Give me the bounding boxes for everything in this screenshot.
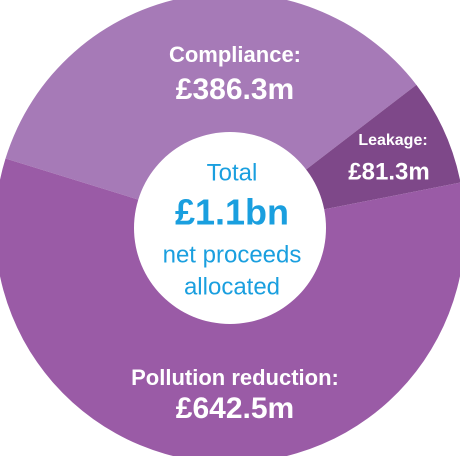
center-line: net proceeds bbox=[163, 241, 302, 268]
center-hole bbox=[134, 132, 326, 324]
center-total-label: Total bbox=[207, 159, 258, 186]
slice-value: £386.3m bbox=[176, 73, 294, 106]
slice-value: £642.5m bbox=[176, 392, 294, 425]
donut-slice bbox=[304, 84, 460, 210]
donut-slice bbox=[5, 0, 417, 201]
slice-name: Leakage: bbox=[358, 132, 427, 149]
slice-name: Pollution reduction: bbox=[131, 365, 339, 390]
donut-slice bbox=[0, 158, 460, 456]
center-line: allocated bbox=[184, 273, 280, 300]
center-total-value: £1.1bn bbox=[175, 192, 289, 233]
slice-value: £81.3m bbox=[348, 158, 429, 185]
slice-name: Compliance: bbox=[169, 42, 301, 67]
